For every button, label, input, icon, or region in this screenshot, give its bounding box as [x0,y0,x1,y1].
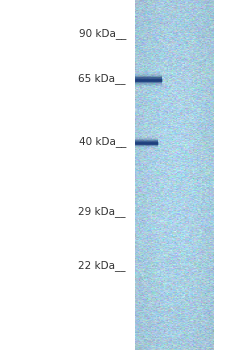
Text: 40 kDa__: 40 kDa__ [79,136,126,147]
Text: 22 kDa__: 22 kDa__ [79,260,126,272]
Text: 90 kDa__: 90 kDa__ [79,28,126,39]
Text: 29 kDa__: 29 kDa__ [79,206,126,217]
Text: 65 kDa__: 65 kDa__ [79,73,126,84]
